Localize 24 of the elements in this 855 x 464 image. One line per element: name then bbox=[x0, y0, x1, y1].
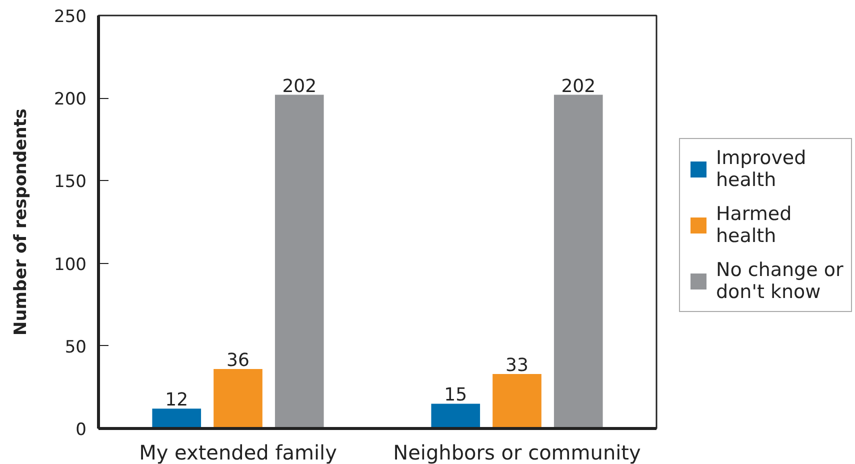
y-tick-label: 0 bbox=[76, 420, 87, 440]
legend-label: No change or don't know bbox=[716, 259, 844, 303]
data-label: 12 bbox=[165, 390, 188, 411]
y-tick-label: 50 bbox=[64, 337, 87, 358]
bar bbox=[152, 408, 202, 428]
legend-label: Improved health bbox=[716, 147, 806, 191]
bar bbox=[214, 369, 262, 428]
data-label: 15 bbox=[444, 384, 468, 406]
bar bbox=[554, 94, 603, 428]
y-tick-label: 200 bbox=[54, 90, 87, 110]
y-tick-label: 100 bbox=[54, 254, 87, 275]
x-tick-label: My extended family bbox=[139, 440, 338, 464]
data-label: 36 bbox=[226, 350, 250, 372]
y-tick-label: 150 bbox=[54, 172, 87, 192]
data-label: 202 bbox=[282, 76, 317, 97]
y-tick-label: 250 bbox=[54, 7, 87, 27]
data-label: 33 bbox=[506, 354, 528, 376]
bar bbox=[492, 374, 542, 428]
x-tick-label: Neighbors or community bbox=[393, 440, 642, 464]
bar bbox=[274, 94, 324, 428]
y-axis-title: Number of respondents bbox=[11, 108, 32, 336]
legend-label: Harmed health bbox=[716, 203, 792, 247]
bar bbox=[431, 404, 480, 428]
data-label: 202 bbox=[561, 76, 596, 97]
